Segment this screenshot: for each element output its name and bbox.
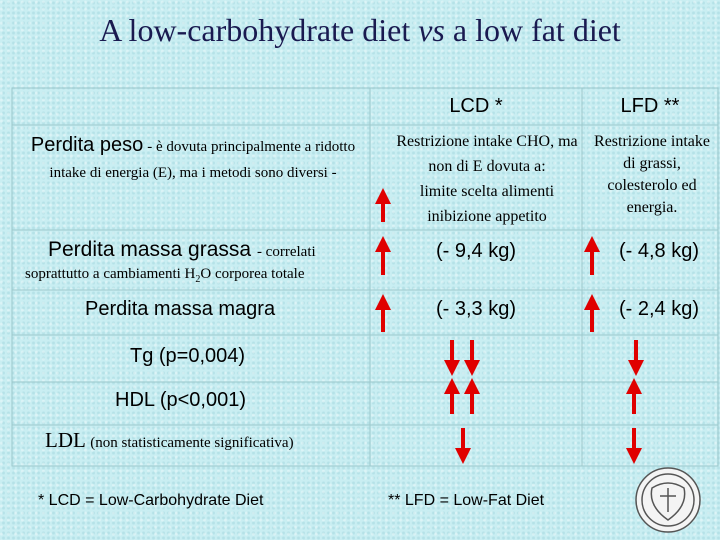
cell-text: (- 3,3 kg): [435, 298, 517, 320]
cell-text: (- 9,4 kg): [435, 240, 517, 262]
title-part: a low fat diet: [452, 12, 621, 48]
note: (non statisticamente significativa): [90, 435, 294, 451]
arrows: [375, 188, 644, 464]
title: A low-carbohydrate diet vs a low fat die…: [0, 12, 720, 49]
note: - è dovuta principalmente a ridotto inta…: [49, 139, 356, 181]
row-label: Perdita massa magra: [85, 298, 276, 320]
title-part: vs: [418, 12, 445, 48]
cell-text: limite scelta alimenti: [419, 183, 555, 200]
row-label: Tg (p=0,004): [130, 345, 246, 367]
cell-text: (- 2,4 kg): [618, 298, 700, 320]
label: Perdita peso: [30, 134, 144, 156]
footnote: * LCD = Low-Carbohydrate Diet: [38, 492, 264, 509]
row-label: Perdita peso - è dovuta principalmente a…: [18, 133, 368, 186]
footnote: ** LFD = Low-Fat Diet: [388, 492, 545, 509]
row-label: HDL (p<0,001): [115, 389, 246, 411]
title-part: A low-carbohydrate diet: [99, 12, 411, 48]
note: soprattutto a cambiamenti H2O corporea t…: [25, 266, 305, 285]
note-text: O corporea totale: [200, 266, 305, 282]
label: Perdita massa grassa: [48, 238, 252, 261]
note: - correlati: [256, 244, 316, 260]
table-grid: [11, 87, 719, 467]
column-header: LCD *: [449, 95, 503, 117]
row-label: Perdita massa grassa - correlati: [48, 238, 316, 262]
row-label: LDL (non statisticamente significativa): [45, 428, 294, 453]
cell-text: Restrizione intake di grassi, colesterol…: [594, 133, 710, 216]
cell-text: (- 4,8 kg): [618, 240, 700, 262]
cell-text: Restrizione intake CHO, ma non di E dovu…: [396, 133, 578, 175]
cell: Restrizione intake CHO, ma non di E dovu…: [392, 129, 582, 229]
note-text: soprattutto a cambiamenti H: [25, 266, 196, 282]
column-header: LFD **: [620, 95, 680, 117]
logo: [635, 467, 701, 533]
cell-text: inibizione appetito: [427, 208, 547, 225]
label: LDL: [45, 428, 86, 452]
subscript: 2: [195, 274, 201, 285]
